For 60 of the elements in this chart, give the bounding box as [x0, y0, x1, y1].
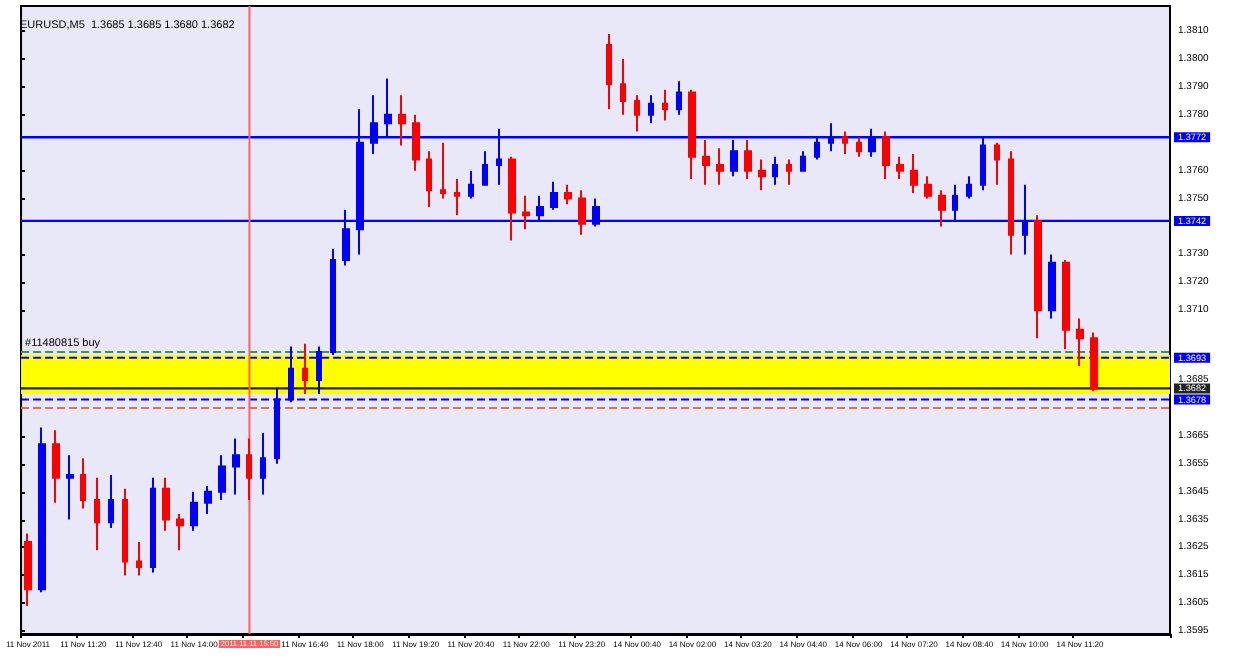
candlestick: [676, 80, 682, 116]
candlestick: [648, 94, 654, 125]
candlestick: [454, 178, 460, 217]
candlestick: [52, 429, 60, 504]
candlestick: [398, 94, 406, 147]
candlestick: [924, 175, 932, 200]
candlestick: [508, 155, 516, 242]
candlestick: [440, 141, 446, 200]
candlestick: [482, 150, 488, 186]
candlestick: [550, 180, 558, 211]
candlestick: [232, 437, 240, 496]
candlestick: [716, 147, 724, 186]
candlestick: [136, 540, 142, 577]
candlestick: [786, 158, 792, 186]
candlestick: [1048, 253, 1056, 320]
candlestick: [564, 183, 572, 206]
candlestick: [1090, 331, 1098, 393]
candlestick: [190, 490, 198, 532]
candlestick: [94, 476, 100, 552]
candlestick: [66, 454, 74, 521]
candlestick: [150, 476, 156, 574]
candlestick: [468, 169, 474, 200]
candlestick: [80, 457, 86, 510]
candlestick: [204, 485, 212, 515]
candlestick: [260, 432, 266, 496]
candlestick: [38, 426, 46, 594]
candlestick: [634, 94, 640, 133]
candlestick: [938, 189, 946, 228]
candlestick: [702, 138, 710, 186]
candlestick: [800, 150, 806, 172]
candlestick: [620, 58, 626, 116]
candlestick: [662, 88, 668, 122]
candlestick: [578, 189, 586, 236]
candlestick: [1076, 317, 1084, 368]
candlestick: [218, 454, 226, 502]
candlestick: [1062, 258, 1070, 351]
candlestick: [24, 532, 32, 608]
candlestick: [1034, 214, 1042, 340]
candlestick: [412, 113, 420, 172]
candlestick: [910, 152, 918, 194]
candlestick: [108, 473, 114, 529]
candlestick: [302, 342, 308, 395]
candlestick: [856, 136, 862, 158]
candlestick: [522, 194, 530, 231]
candlestick: [122, 487, 128, 577]
candlestick: [246, 437, 252, 502]
candlestick: [688, 88, 696, 181]
candlestick: [606, 32, 612, 111]
candlestick: [162, 476, 170, 532]
candlestick: [896, 155, 904, 181]
candlestick: [1008, 150, 1014, 256]
candlestick: [758, 158, 766, 192]
candlestick: [842, 130, 848, 155]
candlestick: [994, 141, 1000, 186]
candlestick: [744, 138, 752, 181]
candlestick: [176, 512, 184, 552]
candlestick: [882, 130, 890, 181]
candlestick: [772, 155, 778, 186]
candlestick: [966, 175, 972, 200]
candlestick: [426, 150, 432, 208]
